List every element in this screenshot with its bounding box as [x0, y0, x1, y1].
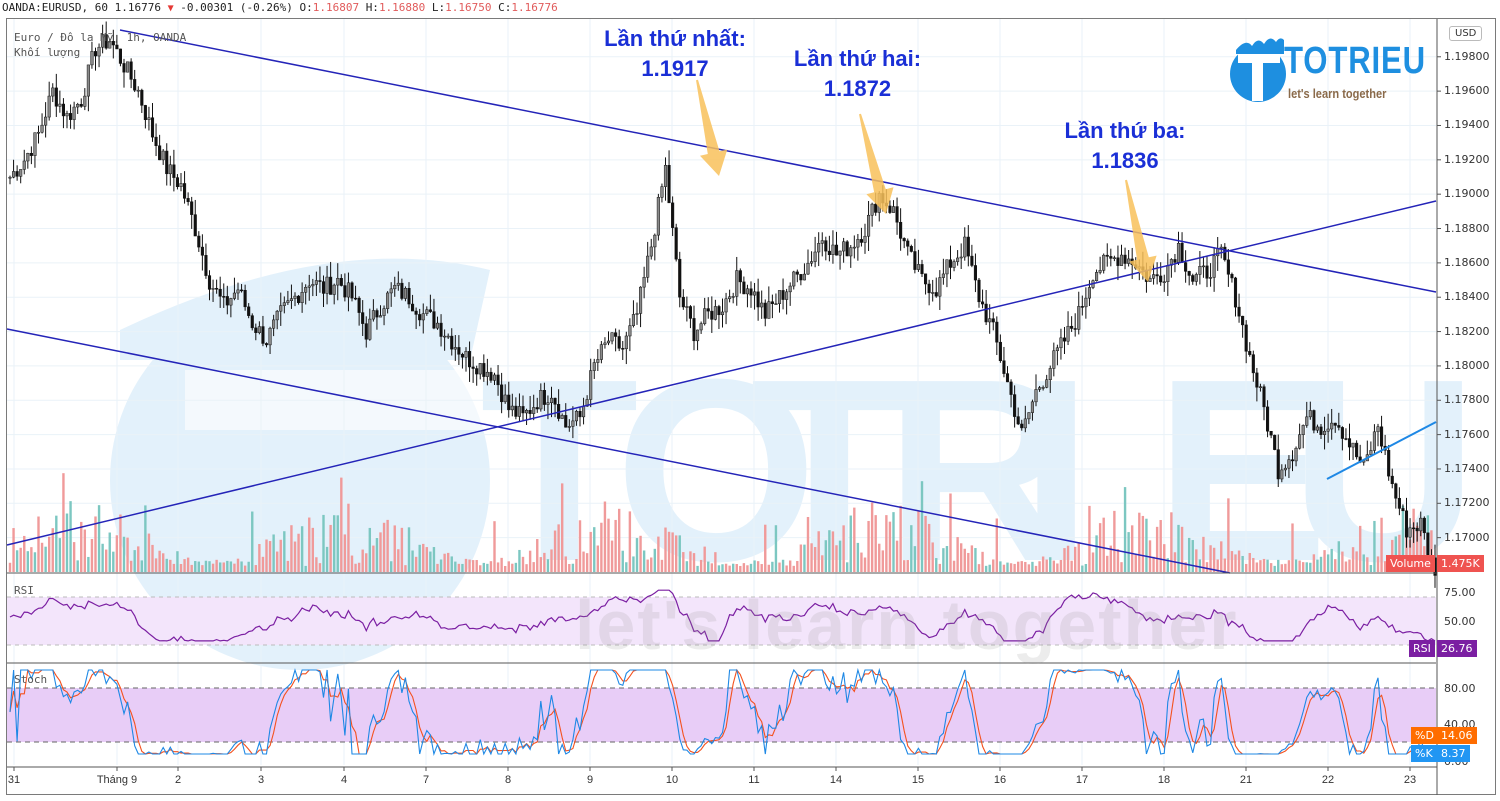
annotation-value: 1.1872: [823, 76, 892, 101]
logo-word: TOTRIEU: [1284, 40, 1426, 82]
volume-tag-value: 1.475K: [1441, 557, 1480, 570]
high-value: 1.16880: [378, 1, 426, 14]
stoch-title: Stoch: [14, 673, 48, 686]
price-tick: 1.17800: [1444, 393, 1490, 407]
volume-tag-label: Volume: [1390, 557, 1431, 570]
time-tick: 9: [586, 774, 594, 786]
rsi-tag-value: 26.76: [1437, 640, 1477, 657]
totrieu-logo: TOTRIEU let's learn together: [1228, 36, 1428, 106]
stoch-d-tag-label: %D: [1411, 727, 1438, 744]
watermark-text: let's learn together: [575, 586, 1239, 664]
logo-t-flame-icon: [1230, 38, 1286, 102]
rsi-title: RSI: [14, 584, 34, 597]
annotation-arrows: [696, 79, 1157, 282]
volume-tag: Volume: [1386, 555, 1435, 572]
time-tick: 3: [257, 774, 265, 786]
price-tick: 1.17200: [1444, 496, 1490, 510]
high-label: H:: [365, 1, 379, 14]
annotation-value: 1.1836: [1091, 148, 1159, 173]
close-value: 1.16776: [511, 1, 558, 14]
time-tick: 22: [1321, 774, 1335, 786]
time-tick: 11: [748, 774, 760, 786]
time-tick: 17: [1075, 774, 1089, 786]
low-value: 1.16750: [445, 1, 492, 14]
series-legend: Euro / Đô la Mỹ, 1h, OANDA Khối lượng: [14, 30, 186, 60]
annotation-first-touch: Lần thứ nhất: 1.1917: [585, 24, 765, 84]
annotation-second-touch: Lần thứ hai: 1.1872: [770, 44, 945, 104]
rsi-tick-50: 50.00: [1444, 615, 1476, 628]
price-tick: 1.17400: [1444, 461, 1490, 475]
stoch-k-tag-value: 8.37: [1437, 745, 1470, 762]
price-tick: 1.17000: [1444, 530, 1490, 544]
symbol-label: OANDA:EURUSD, 60: [2, 1, 108, 14]
open-value: 1.16807: [312, 1, 360, 14]
price-tick: 1.19400: [1444, 118, 1490, 132]
time-tick: 10: [665, 774, 679, 786]
price-tick: 1.19800: [1444, 49, 1490, 63]
time-tick: 21: [1239, 774, 1253, 786]
close-label: C:: [498, 1, 512, 14]
volume-legend: Khối lượng: [14, 46, 81, 59]
stoch-d-tag-value: 14.06: [1437, 727, 1477, 744]
time-tick: 18: [1157, 774, 1171, 786]
price-tick: 1.19000: [1444, 187, 1490, 201]
annotation-value: 1.1917: [641, 56, 709, 81]
open-label: O:: [299, 1, 313, 14]
price-tick: 1.19200: [1444, 152, 1490, 166]
time-tick: 31: [7, 774, 21, 786]
stoch-pane: [7, 662, 1436, 757]
time-tick: 14: [829, 774, 843, 786]
annotation-title: Lần thứ nhất:: [604, 26, 746, 51]
time-tick: 7: [422, 774, 430, 786]
annotation-title: Lần thứ hai:: [793, 46, 922, 71]
price-tick: 1.18400: [1444, 290, 1490, 304]
annotation-third-touch: Lần thứ ba: 1.1836: [1040, 116, 1210, 176]
annotation-title: Lần thứ ba:: [1064, 118, 1186, 143]
stoch-k-tag-label: %K: [1411, 745, 1437, 762]
time-tick: Tháng 9: [96, 774, 138, 786]
time-tick: 8: [504, 774, 512, 786]
rsi-tag-label: RSI: [1409, 640, 1435, 657]
stoch-tick-80: 80.00: [1444, 682, 1476, 695]
trendlines[interactable]: [6, 29, 1437, 574]
logo-slogan: let's learn together: [1288, 86, 1387, 101]
price-tick: 1.18600: [1444, 255, 1490, 269]
volume-value-tag: 1.475K: [1437, 555, 1484, 572]
time-tick: 16: [993, 774, 1007, 786]
price-change: -0.00301 (-0.26%): [180, 1, 293, 14]
volume-bars: [8, 473, 1437, 572]
candlestick-series: [8, 21, 1437, 588]
time-tick: 15: [911, 774, 925, 786]
chart-frame: [6, 18, 1496, 795]
time-tick: 4: [340, 774, 348, 786]
down-triangle-icon: ▼: [167, 3, 174, 14]
currency-button[interactable]: USD: [1449, 26, 1483, 41]
price-tick: 1.18200: [1444, 324, 1490, 338]
low-label: L:: [431, 1, 446, 14]
price-tick: 1.19600: [1444, 84, 1490, 98]
time-tick: 23: [1403, 774, 1417, 786]
rsi-tick-75: 75.00: [1444, 586, 1476, 599]
price-tick: 1.17600: [1444, 427, 1490, 441]
axes: [7, 19, 1441, 795]
price-tick: 1.18800: [1444, 221, 1490, 235]
time-tick: 2: [174, 774, 182, 786]
last-price: 1.16776: [114, 1, 161, 14]
price-tick: 1.18000: [1444, 358, 1490, 372]
rsi-pane: [7, 572, 1436, 646]
series-name: Euro / Đô la Mỹ, 1h, OANDA: [14, 31, 187, 44]
symbol-header: OANDA:EURUSD, 60 1.16776 ▼ -0.00301 (-0.…: [0, 0, 1500, 18]
